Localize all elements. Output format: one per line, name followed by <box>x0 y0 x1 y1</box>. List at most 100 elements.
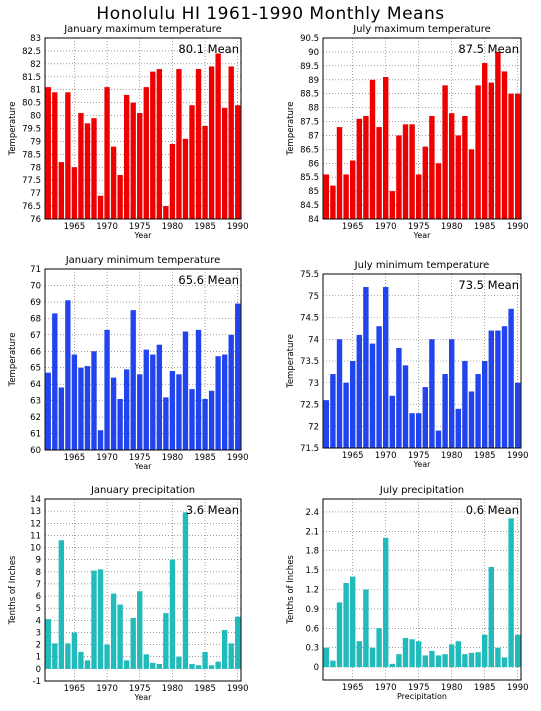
y-tick-label: 7 <box>36 580 41 590</box>
x-tick-label: 1985 <box>194 684 216 694</box>
bar <box>488 566 495 668</box>
bar <box>97 569 104 669</box>
bar <box>78 367 84 450</box>
bar <box>104 329 110 450</box>
bar <box>110 146 117 219</box>
bar <box>71 167 78 219</box>
y-tick-label: 74 <box>308 335 319 345</box>
bar <box>235 105 241 219</box>
y-tick-label: 0.9 <box>305 605 319 615</box>
bar <box>356 334 363 448</box>
y-tick-label: 14 <box>30 495 41 505</box>
bar <box>123 369 130 450</box>
y-tick-label: 73 <box>308 379 319 389</box>
bar <box>376 326 382 448</box>
x-tick-label: 1970 <box>96 222 118 232</box>
y-tick-label: 88 <box>308 104 319 114</box>
bar <box>123 94 130 219</box>
bar <box>369 343 376 448</box>
bar <box>468 652 475 668</box>
y-tick-label: 75.5 <box>300 270 319 280</box>
bar <box>409 124 415 219</box>
bar <box>455 135 462 219</box>
bar <box>195 69 202 220</box>
y-tick-label: 69 <box>30 298 41 308</box>
y-tick-label: 76.5 <box>22 202 41 212</box>
y-tick-label: 82 <box>30 60 41 70</box>
y-tick-label: 9 <box>36 556 41 566</box>
bar <box>501 71 508 220</box>
bar <box>330 660 336 668</box>
y-tick-label: 80.5 <box>22 99 41 109</box>
bar <box>442 374 448 448</box>
bar <box>376 628 382 668</box>
y-tick-label: 90 <box>308 48 319 58</box>
y-tick-label: 10 <box>30 544 41 554</box>
x-tick-label: 1990 <box>507 222 529 232</box>
bar <box>84 366 91 450</box>
bar <box>169 371 176 450</box>
plot-frame <box>44 37 242 220</box>
bar <box>442 85 448 219</box>
y-tick-label: 66 <box>30 347 41 357</box>
bar <box>442 654 448 668</box>
y-tick-label: 63 <box>30 397 41 407</box>
x-tick-label: 1990 <box>507 451 529 461</box>
y-tick-label: 11 <box>30 531 41 541</box>
bar <box>343 174 349 219</box>
bar <box>435 430 442 448</box>
bar <box>84 123 91 219</box>
bar <box>495 51 501 219</box>
x-axis-label: Year <box>413 460 432 469</box>
bar <box>78 112 84 219</box>
bar <box>336 127 343 219</box>
bar <box>202 651 208 669</box>
bar <box>71 632 78 669</box>
bar <box>501 326 508 448</box>
bar <box>117 398 123 450</box>
y-tick-label: 1.5 <box>305 566 319 576</box>
bar <box>495 330 501 448</box>
bar <box>169 144 176 219</box>
bar <box>495 647 501 668</box>
bar <box>189 105 195 219</box>
bar <box>163 206 169 219</box>
bar <box>176 69 182 220</box>
y-tick-label: 74.5 <box>300 314 319 324</box>
mean-annotation: 87.5 Mean <box>458 42 519 56</box>
bar <box>45 619 51 669</box>
bar <box>52 643 58 669</box>
bar <box>462 115 468 219</box>
x-tick-label: 1980 <box>162 222 184 232</box>
y-tick-label: 77 <box>30 189 41 199</box>
y-tick-label: 0.6 <box>305 624 319 634</box>
mean-annotation: 65.6 Mean <box>178 273 239 287</box>
bar <box>349 576 356 668</box>
x-tick-label: 1980 <box>162 453 184 463</box>
y-tick-label: 1.2 <box>305 586 319 596</box>
bar <box>182 138 189 219</box>
y-tick-label: 89.5 <box>300 62 319 72</box>
plot-frame <box>44 268 242 451</box>
y-tick-label: 71.5 <box>300 444 319 454</box>
bar <box>422 387 429 448</box>
bar <box>156 344 163 450</box>
bar <box>117 604 123 669</box>
bar <box>396 135 402 219</box>
bar <box>130 310 136 450</box>
bar <box>481 634 488 668</box>
bar <box>150 354 156 450</box>
bar <box>156 69 163 220</box>
bar <box>228 643 234 669</box>
bar <box>163 613 169 669</box>
bar <box>45 87 51 219</box>
bar <box>448 113 455 219</box>
bar <box>58 162 65 219</box>
bar <box>221 107 228 219</box>
bar <box>130 102 136 219</box>
bar <box>475 85 481 219</box>
bar <box>323 647 330 668</box>
bar <box>117 175 123 219</box>
bar <box>343 382 349 448</box>
bar <box>356 641 363 668</box>
